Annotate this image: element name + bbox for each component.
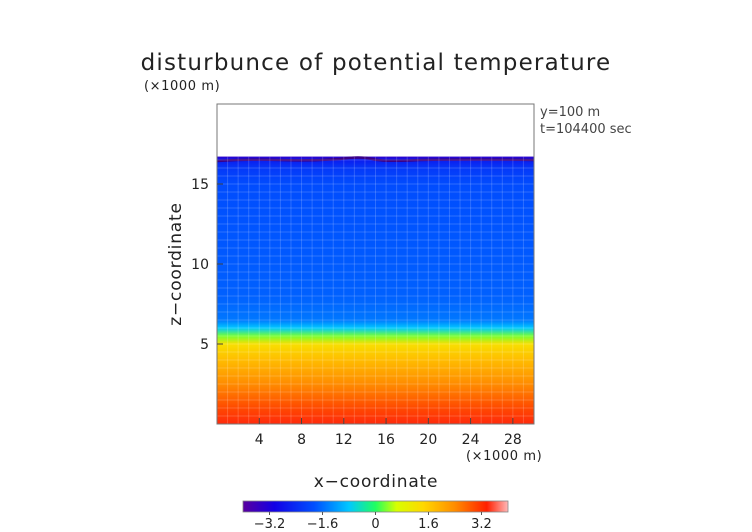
chart-title: disturbunce of potential temperature [141, 50, 612, 76]
x-tick-label: 12 [335, 432, 353, 448]
x-tick-label: 8 [297, 432, 306, 448]
y-unit-label: (×1000 m) [144, 79, 220, 94]
y-tick-label: 15 [191, 177, 209, 193]
y-axis: 5 10 15 [191, 177, 223, 353]
x-tick-label: 16 [377, 432, 395, 448]
x-tick-label: 20 [419, 432, 437, 448]
y-tick-label: 5 [200, 337, 209, 353]
colorbar-ticks: −3.2 −1.6 0 1.6 3.2 [254, 512, 492, 532]
annotation-time: t=104400 sec [540, 122, 632, 137]
temperature-field [217, 104, 534, 424]
colorbar-tick-label: −3.2 [254, 517, 286, 532]
colorbar-tick-label: 0 [371, 517, 379, 532]
x-axis: 4 8 12 16 20 24 28 [255, 418, 522, 448]
x-axis-label: x−coordinate [314, 472, 439, 492]
colorbar-tick-label: 1.6 [418, 517, 439, 532]
grid-lines [217, 156, 534, 424]
y-tick-label: 10 [191, 257, 209, 273]
annotation-y: y=100 m [540, 105, 600, 120]
colorbar-tick-label: 3.2 [471, 517, 492, 532]
x-tick-label: 4 [255, 432, 264, 448]
x-unit-label: (×1000 m) [466, 449, 542, 464]
colorbar-tick-label: −1.6 [307, 517, 339, 532]
colorbar [242, 500, 509, 513]
plot-area [217, 104, 534, 424]
x-tick-label: 28 [504, 432, 522, 448]
x-tick-label: 24 [462, 432, 480, 448]
y-axis-label: z−coordinate [166, 202, 186, 325]
top-boundary [217, 156, 534, 163]
